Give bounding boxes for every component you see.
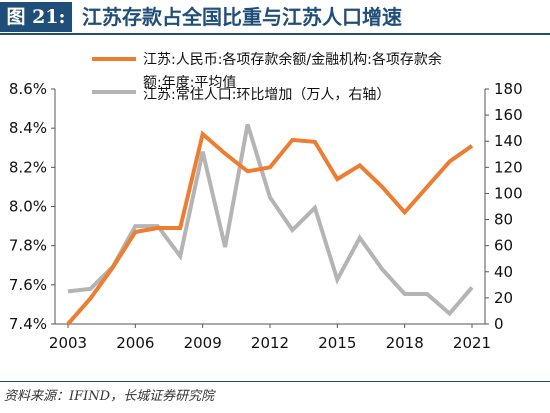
y-right-tick-label: 140 <box>494 132 523 150</box>
footer-rule <box>0 381 550 382</box>
x-tick-label: 2009 <box>184 334 222 352</box>
legend-label-series-2: 江苏:常住人口:环比增加（万人，右轴） <box>143 87 390 103</box>
y-right-tick-label: 40 <box>494 263 513 281</box>
chart-axes: 2003 2006 2009 2012 2015 2018 2021 7.4% 7.6% 7.8%… <box>9 80 523 352</box>
figure-title: 江苏存款占全国比重与江苏人口增速 <box>82 5 402 29</box>
x-tick-label: 2012 <box>251 334 289 352</box>
x-tick-label: 2021 <box>453 334 491 352</box>
header-rule <box>0 33 550 35</box>
chart-legend: 江苏:人民币:各项存款余额/金融机构:各项存款余额:年度:平均值江苏:常住人口:… <box>92 51 442 103</box>
x-tick-label: 2003 <box>49 334 87 352</box>
y-left-tick-label: 7.8% <box>9 237 47 255</box>
y-right-tick-label: 180 <box>494 80 523 98</box>
y-left-tick-label: 7.6% <box>9 276 47 294</box>
y-right-tick-label: 80 <box>494 211 513 229</box>
y-left-tick-label: 8.4% <box>9 119 47 137</box>
legend-label-series-1-line2: 额:年度:平均值 <box>143 75 236 91</box>
line-chart: 2003 2006 2009 2012 2015 2018 2021 7.4% 7.6% 7.8%… <box>9 51 523 352</box>
y-right-tick-label: 100 <box>494 184 523 202</box>
y-left-tick-label: 7.4% <box>9 315 47 333</box>
series-line-2 <box>67 123 474 317</box>
x-tick-label: 2015 <box>318 334 356 352</box>
y-right-tick-label: 20 <box>494 289 513 307</box>
source-note: 资料来源：IFIND，长城证券研究院 <box>4 389 215 404</box>
y-right-tick-label: 0 <box>494 315 504 333</box>
y-left-tick-label: 8.2% <box>9 158 47 176</box>
legend-label-series-1-line1: 江苏:人民币:各项存款余额/金融机构:各项存款余 <box>143 51 442 68</box>
figure-label: 图 21: <box>0 2 72 32</box>
chart-series <box>66 123 474 326</box>
y-right-tick-label: 60 <box>494 237 513 255</box>
figure-header: 图 21: 江苏存款占全国比重与江苏人口增速 <box>0 0 550 35</box>
y-right-tick-label: 120 <box>494 158 523 176</box>
x-tick-label: 2006 <box>116 334 154 352</box>
y-right-tick-label: 160 <box>494 106 523 124</box>
x-tick-label: 2018 <box>386 334 424 352</box>
y-left-tick-label: 8.0% <box>9 198 47 216</box>
y-left-tick-label: 8.6% <box>9 80 47 98</box>
